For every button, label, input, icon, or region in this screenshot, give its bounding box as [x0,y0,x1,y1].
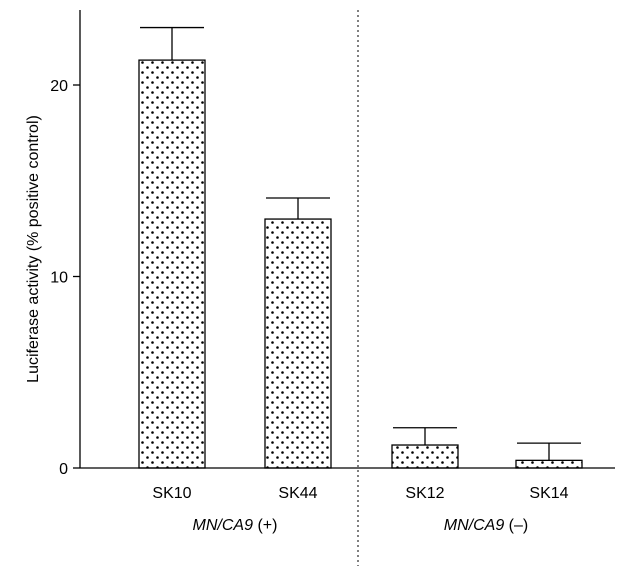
y-tick-label: 10 [50,270,68,287]
x-tick-label-sk44: SK44 [278,485,317,502]
group-label-positive-gene: MN/CA9 [193,517,254,534]
y-ticks-layer: 0 10 20 [50,78,80,478]
group-label-negative-gene: MN/CA9 [444,517,505,534]
y-tick-label: 0 [59,461,68,478]
group-label-negative-sign: (–) [504,517,528,534]
group-label-positive-sign: (+) [253,517,277,534]
axes-layer [79,10,615,469]
y-axis-label: Luciferase activity (% positive control) [25,115,42,383]
bar-sk12 [391,444,459,469]
x-tick-label-sk10: SK10 [152,485,191,502]
x-labels-layer: SK10 SK44 SK12 SK14 [152,485,568,502]
bar-sk44 [264,218,332,469]
x-tick-label-sk14: SK14 [529,485,568,502]
bar-sk10 [138,59,206,469]
bars-layer [138,59,583,469]
x-tick-label-sk12: SK12 [405,485,444,502]
y-tick-label: 20 [50,78,68,95]
bar-sk14 [515,459,583,469]
group-label-positive: MN/CA9 (+) [193,517,278,534]
group-label-negative: MN/CA9 (–) [444,517,528,534]
error-bars-layer [140,26,581,461]
